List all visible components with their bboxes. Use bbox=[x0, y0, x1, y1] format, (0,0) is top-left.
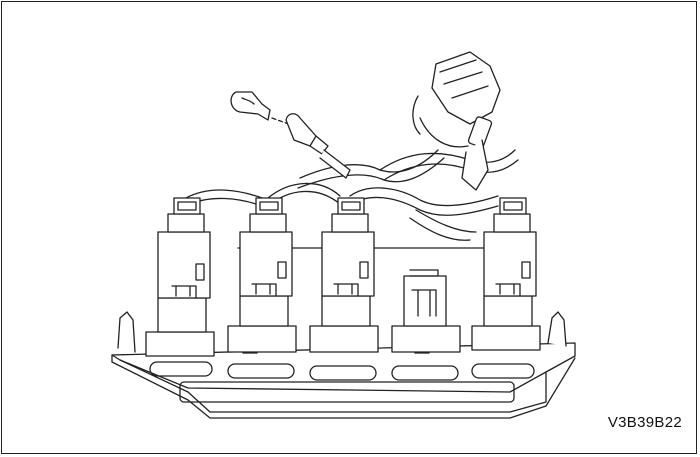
ignition-coil-1 bbox=[145, 197, 215, 357]
ignition-coil-3 bbox=[309, 197, 379, 353]
bulb bbox=[230, 91, 271, 121]
figure-code-label: V3B39B22 bbox=[607, 414, 682, 431]
socket bbox=[285, 113, 317, 147]
ignition-coil-4 bbox=[471, 197, 541, 351]
slot-3 bbox=[309, 365, 377, 381]
slot-2 bbox=[227, 363, 295, 379]
slot-4 bbox=[391, 365, 459, 381]
slot-5 bbox=[471, 363, 535, 379]
base-plate bbox=[111, 311, 576, 419]
center-terminal bbox=[391, 269, 461, 353]
bulb-and-socket bbox=[230, 91, 351, 179]
ignition-coil-2 bbox=[227, 197, 297, 353]
harness-connector bbox=[431, 51, 501, 191]
slot-1 bbox=[149, 361, 213, 377]
